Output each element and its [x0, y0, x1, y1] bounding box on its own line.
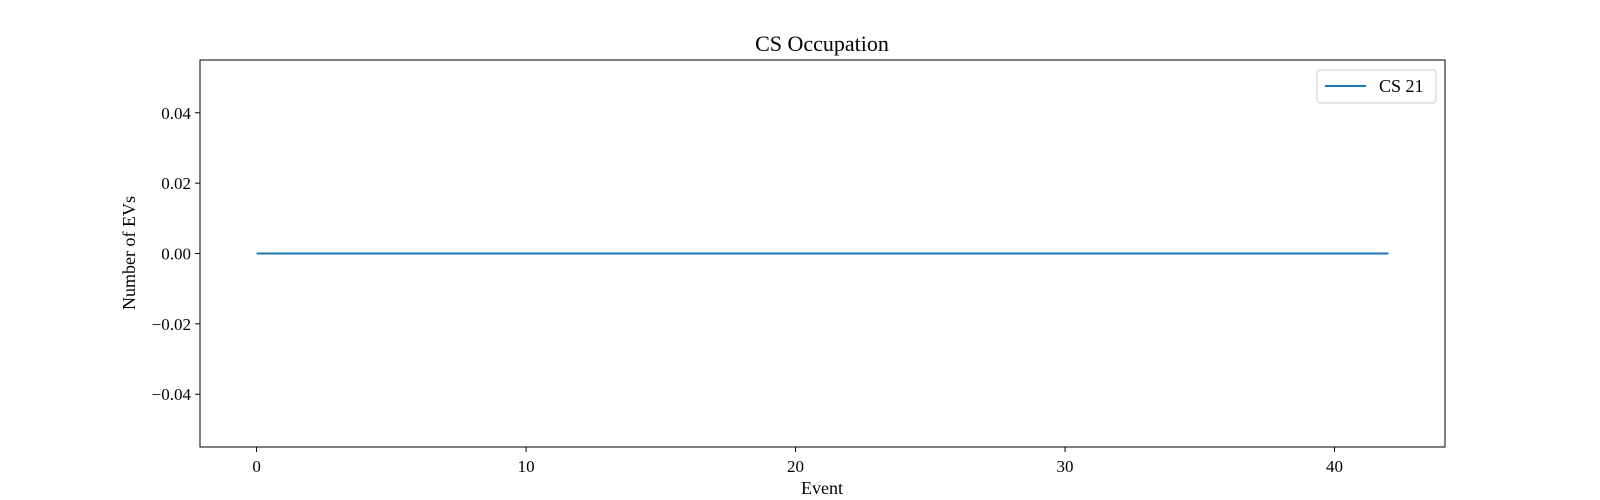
chart-title: CS Occupation: [755, 31, 889, 56]
x-tick-label: 0: [252, 457, 261, 476]
y-tick-label: 0.00: [161, 245, 191, 264]
y-axis-label: Number of EVs: [119, 196, 139, 310]
x-tick-label: 10: [518, 457, 535, 476]
x-tick-label: 40: [1326, 457, 1343, 476]
x-axis-label: Event: [801, 478, 843, 498]
y-tick-label: 0.02: [161, 174, 191, 193]
x-axis: 0 10 20 30 40: [252, 447, 1343, 476]
y-axis: 0.04 0.02 0.00 −0.02 −0.04: [152, 104, 200, 404]
legend-box: [1316, 69, 1437, 104]
y-tick-label: −0.02: [152, 315, 191, 334]
plot-area: 0 10 20 30 40 0.04 0.02 0.00 −0.02 −0.04: [152, 59, 1446, 476]
y-tick-label: 0.04: [161, 104, 191, 123]
x-tick-label: 20: [787, 457, 804, 476]
legend: CS 21: [1316, 69, 1437, 104]
legend-label: CS 21: [1379, 76, 1424, 96]
y-tick-label: −0.04: [152, 385, 192, 404]
x-tick-label: 30: [1057, 457, 1074, 476]
